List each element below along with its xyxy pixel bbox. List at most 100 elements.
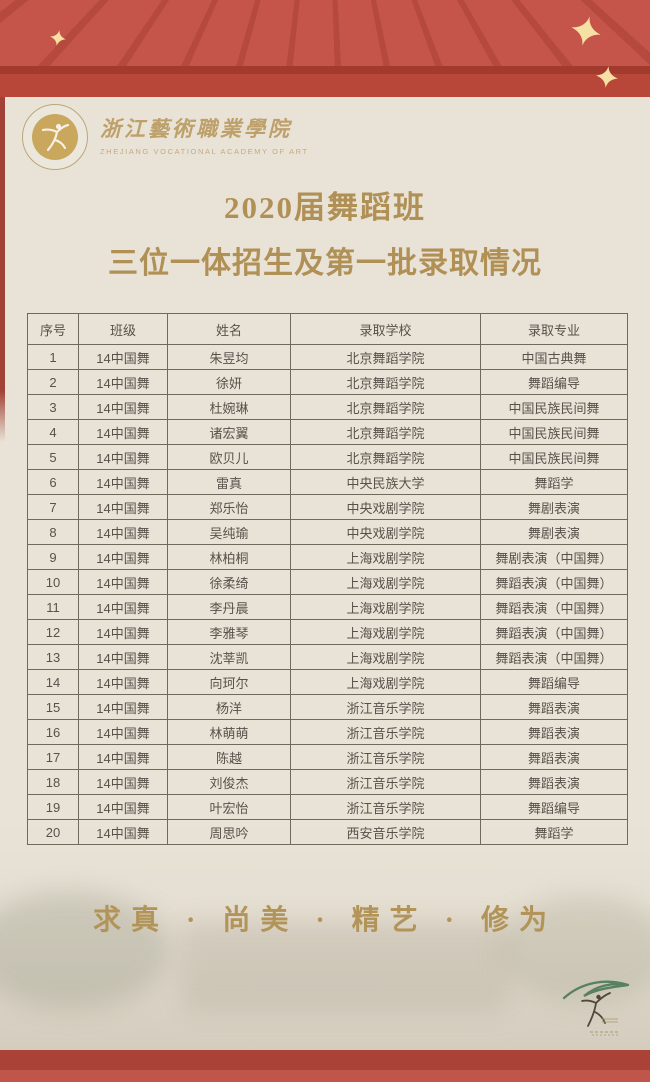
- table-cell: 14中国舞: [78, 544, 168, 570]
- table-cell: 欧贝儿: [167, 444, 291, 470]
- table-cell: 上海戏剧学院: [290, 569, 481, 595]
- column-header: 录取专业: [480, 313, 628, 345]
- table-cell: 舞蹈表演（中国舞）: [480, 569, 628, 595]
- table-cell: 14中国舞: [78, 444, 168, 470]
- table-cell: 中国民族民间舞: [480, 394, 628, 420]
- table-cell: 舞剧表演（中国舞）: [480, 544, 628, 570]
- table-cell: 14中国舞: [78, 469, 168, 495]
- table-cell: 浙江音乐学院: [290, 794, 481, 820]
- photo-watermark: [0, 820, 650, 1050]
- table-cell: 叶宏怡: [167, 794, 291, 820]
- table-cell: 中央戏剧学院: [290, 519, 481, 545]
- table-row: 14 14中国舞 向珂尔 上海戏剧学院 舞蹈编导: [27, 669, 628, 695]
- table-cell: 浙江音乐学院: [290, 769, 481, 795]
- table-row: 9 14中国舞 林柏桐 上海戏剧学院 舞剧表演（中国舞）: [27, 544, 628, 570]
- table-cell: 向珂尔: [167, 669, 291, 695]
- table-cell: 1: [27, 344, 79, 370]
- dancer-glyph-icon: [41, 123, 70, 152]
- title-line-2: 三位一体招生及第一批录取情况: [108, 247, 542, 280]
- table-cell: 14中国舞: [78, 419, 168, 445]
- table-cell: 上海戏剧学院: [290, 619, 481, 645]
- table-cell: 林柏桐: [167, 544, 291, 570]
- table-cell: 13: [27, 644, 79, 670]
- table-cell: 2: [27, 369, 79, 395]
- table-row: 10 14中国舞 徐柔绮 上海戏剧学院 舞蹈表演（中国舞）: [27, 569, 628, 595]
- table-cell: 北京舞蹈学院: [290, 444, 481, 470]
- table-cell: 14中国舞: [78, 644, 168, 670]
- table-cell: 中央民族大学: [290, 469, 481, 495]
- table-cell: 徐柔绮: [167, 569, 291, 595]
- table-cell: 舞蹈表演: [480, 744, 628, 770]
- building-silhouette: [180, 922, 510, 1012]
- bottom-banner-light-stripe: [0, 1070, 650, 1082]
- table-cell: 14中国舞: [78, 369, 168, 395]
- table-cell: 北京舞蹈学院: [290, 344, 481, 370]
- table-cell: 11: [27, 594, 79, 620]
- table-cell: 12: [27, 619, 79, 645]
- bottom-banner: [0, 1050, 650, 1082]
- school-name-block: 浙江藝術職業學院 ZHEJIANG VOCATIONAL ACADEMY OF …: [100, 104, 309, 156]
- table-cell: 吴纯瑜: [167, 519, 291, 545]
- table-cell: 舞蹈编导: [480, 794, 628, 820]
- table-cell: 14中国舞: [78, 594, 168, 620]
- table-cell: 4: [27, 419, 79, 445]
- top-banner: [0, 0, 650, 97]
- table-cell: 浙江音乐学院: [290, 744, 481, 770]
- table-row: 12 14中国舞 李雅琴 上海戏剧学院 舞蹈表演（中国舞）: [27, 619, 628, 645]
- table-cell: 上海戏剧学院: [290, 594, 481, 620]
- table-row: 11 14中国舞 李丹晨 上海戏剧学院 舞蹈表演（中国舞）: [27, 594, 628, 620]
- column-header: 姓名: [167, 313, 291, 345]
- table-cell: 舞蹈学: [480, 819, 628, 845]
- table-cell: 14中国舞: [78, 694, 168, 720]
- column-header: 录取学校: [290, 313, 481, 345]
- table-cell: 15: [27, 694, 79, 720]
- table-cell: 北京舞蹈学院: [290, 369, 481, 395]
- table-cell: 上海戏剧学院: [290, 669, 481, 695]
- table-cell: 林萌萌: [167, 719, 291, 745]
- school-logo: 浙江藝術職業學院 ZHEJIANG VOCATIONAL ACADEMY OF …: [22, 104, 309, 170]
- table-cell: 舞剧表演: [480, 519, 628, 545]
- table-cell: 7: [27, 494, 79, 520]
- table-cell: 14中国舞: [78, 494, 168, 520]
- table-cell: 14中国舞: [78, 669, 168, 695]
- table-cell: 杜婉琳: [167, 394, 291, 420]
- table-cell: 雷真: [167, 469, 291, 495]
- table-cell: 浙江音乐学院: [290, 719, 481, 745]
- table-cell: 14中国舞: [78, 819, 168, 845]
- table-cell: 14中国舞: [78, 619, 168, 645]
- table-cell: 舞蹈学: [480, 469, 628, 495]
- banner-dark-stripe: [0, 66, 650, 74]
- table-cell: 刘俊杰: [167, 769, 291, 795]
- table-cell: 西安音乐学院: [290, 819, 481, 845]
- table-cell: 16: [27, 719, 79, 745]
- table-row: 8 14中国舞 吴纯瑜 中央戏剧学院 舞剧表演: [27, 519, 628, 545]
- table-cell: 3: [27, 394, 79, 420]
- table-row: 4 14中国舞 诸宏翼 北京舞蹈学院 中国民族民间舞: [27, 419, 628, 445]
- table-cell: 杨洋: [167, 694, 291, 720]
- table-cell: 徐妍: [167, 369, 291, 395]
- table-cell: 14中国舞: [78, 794, 168, 820]
- table-cell: 5: [27, 444, 79, 470]
- table-row: 3 14中国舞 杜婉琳 北京舞蹈学院 中国民族民间舞: [27, 394, 628, 420]
- sparkle-icon: [571, 16, 601, 46]
- school-motto: 求真 · 尚美 · 精艺 · 修为: [92, 905, 557, 936]
- table-cell: 上海戏剧学院: [290, 644, 481, 670]
- table-cell: 舞剧表演: [480, 494, 628, 520]
- school-name-en: ZHEJIANG VOCATIONAL ACADEMY OF ART: [100, 147, 309, 156]
- table-row: 20 14中国舞 周思吟 西安音乐学院 舞蹈学: [27, 819, 628, 845]
- table-row: 13 14中国舞 沈莘凯 上海戏剧学院 舞蹈表演（中国舞）: [27, 644, 628, 670]
- table-cell: 18: [27, 769, 79, 795]
- school-seal-icon: [22, 104, 88, 170]
- table-cell: 李丹晨: [167, 594, 291, 620]
- table-cell: 舞蹈表演（中国舞）: [480, 619, 628, 645]
- table-row: 7 14中国舞 郑乐怡 中央戏剧学院 舞剧表演: [27, 494, 628, 520]
- table-cell: 14中国舞: [78, 744, 168, 770]
- table-cell: 8: [27, 519, 79, 545]
- table-cell: 舞蹈表演: [480, 694, 628, 720]
- table-cell: 20: [27, 819, 79, 845]
- table-cell: 郑乐怡: [167, 494, 291, 520]
- table-row: 1 14中国舞 朱昱均 北京舞蹈学院 中国古典舞: [27, 344, 628, 370]
- table-cell: 朱昱均: [167, 344, 291, 370]
- table-cell: 沈莘凯: [167, 644, 291, 670]
- table-cell: 14: [27, 669, 79, 695]
